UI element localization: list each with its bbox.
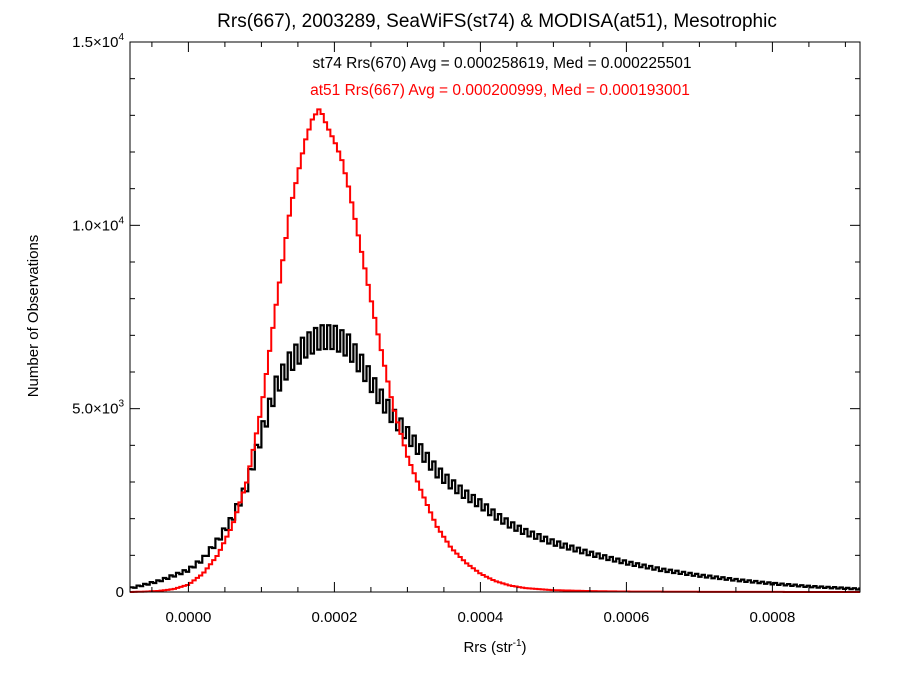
y-tick-label: 0: [116, 584, 124, 601]
y-axis-label: Number of Observations: [25, 235, 42, 398]
x-axis-label: Rrs (str-1): [463, 638, 526, 656]
y-tick-label: 1.5×104: [72, 32, 124, 51]
x-tick-label: 0.0006: [603, 609, 649, 626]
chart-marks: [130, 108, 861, 593]
series-line-0: [130, 324, 861, 591]
annotation-st74: st74 Rrs(670) Avg = 0.000258619, Med = 0…: [313, 55, 692, 72]
y-axis: 0 5.0×103 1.0×104 1.5×104: [72, 32, 860, 601]
x-tick-label: 0.0004: [457, 609, 503, 626]
x-tick-label: 0.0000: [165, 609, 211, 626]
x-axis: 0.0000 0.0002 0.0004 0.0006 0.0008: [151, 42, 846, 626]
series-0: [130, 324, 861, 591]
chart-title: Rrs(667), 2003289, SeaWiFS(st74) & MODIS…: [217, 11, 777, 32]
x-tick-label: 0.0002: [311, 609, 357, 626]
plot-frame: [129, 41, 861, 593]
annotation-at51: at51 Rrs(667) Avg = 0.000200999, Med = 0…: [310, 82, 690, 99]
y-tick-label: 1.0×104: [72, 215, 124, 234]
y-tick-label: 5.0×103: [72, 399, 124, 418]
x-tick-label: 0.0008: [749, 609, 795, 626]
